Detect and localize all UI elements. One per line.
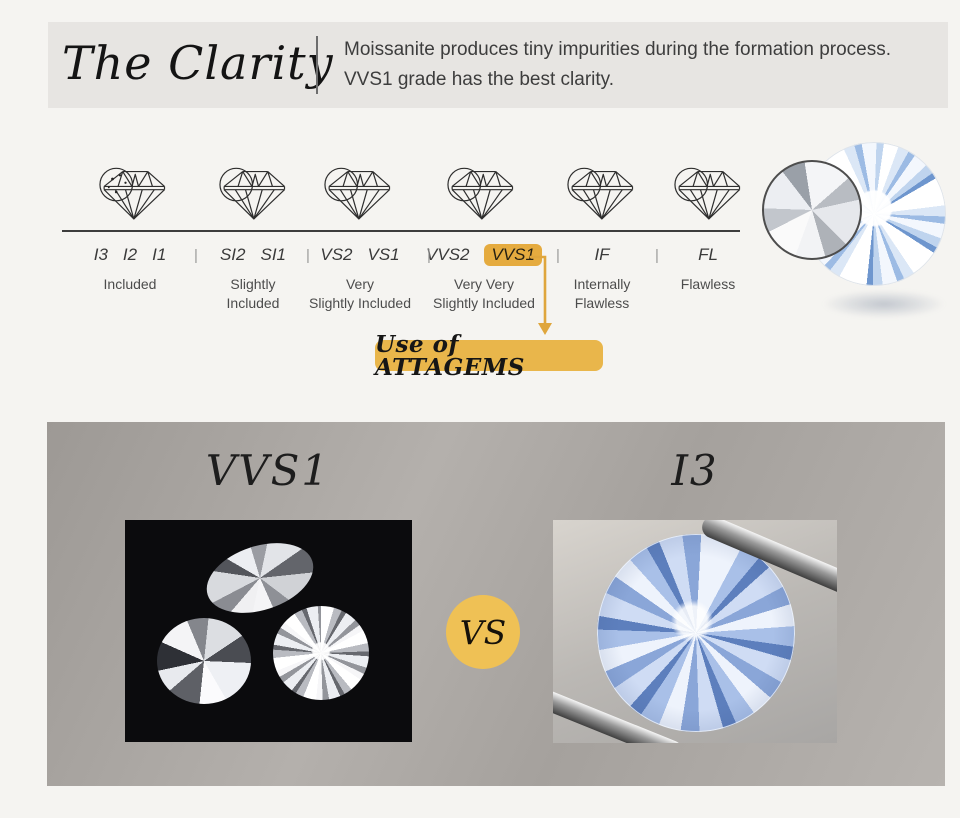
grade-sublabel: Very Very	[454, 276, 514, 292]
grade-label: I2	[122, 245, 138, 264]
grade-sublabel: Internally	[573, 276, 631, 292]
left-title: VVS1	[205, 446, 331, 495]
left-gem-image	[157, 618, 251, 704]
scale-separator: |	[306, 247, 310, 264]
brand-callout-label: Use of ATTAGEMS	[375, 330, 525, 381]
scale-separator: |	[427, 247, 431, 264]
grade-sublabel: Slightly Included	[309, 295, 411, 311]
inclusion-dots	[107, 174, 127, 194]
vs-label: VS	[459, 612, 507, 652]
scale-separator: |	[194, 247, 198, 264]
hero-diamond-photo	[756, 130, 956, 330]
grade-group-very-slightly-included: VS2 VS1 Very Slightly Included	[309, 244, 411, 313]
diamond-loupe-icon-fl	[674, 167, 741, 220]
comparison-panel: VVS1 I3 VS	[47, 422, 945, 786]
grade-label: VS1	[367, 245, 400, 264]
header-divider	[316, 36, 318, 94]
right-gem-image	[273, 606, 369, 700]
grade-sublabel: Flawless	[680, 276, 736, 292]
grade-group-included: I3 I2 I1 Included	[94, 244, 167, 294]
callout-arrow	[530, 255, 552, 335]
grade-sublabel: Included	[103, 276, 157, 292]
brand-callout-badge: Use of ATTAGEMS	[375, 333, 603, 379]
grade-group-slightly-included: SI2 SI1 Slightly Included	[220, 244, 286, 313]
grade-group-flawless: FL Flawless	[681, 244, 735, 294]
vs-badge: VS	[446, 595, 520, 669]
diamond-reflection	[822, 290, 946, 318]
right-title: I3	[671, 446, 719, 495]
grade-label: FL	[698, 245, 718, 264]
included-diamond-image	[597, 534, 795, 732]
grade-sublabel: Included	[226, 295, 280, 311]
scale-line	[62, 230, 740, 232]
diamond-loupe-icon-i3	[99, 167, 166, 220]
grade-label-highlighted: VVS1	[484, 244, 542, 266]
diamond-loupe-icon-si	[219, 167, 286, 220]
grade-label: I1	[152, 245, 167, 264]
grade-label: VS2	[320, 245, 353, 264]
magnifier-circle-icon	[762, 160, 862, 260]
grade-label: SI2	[219, 245, 246, 264]
diamond-loupe-icon-if	[567, 167, 634, 220]
grade-group-internally-flawless: IF Internally Flawless	[574, 244, 631, 313]
grade-sublabel: Slightly	[230, 276, 276, 292]
grade-label: I3	[93, 245, 108, 264]
grade-label: IF	[594, 245, 610, 264]
scale-separator: |	[655, 247, 659, 264]
grade-sublabel: Slightly Included	[433, 295, 535, 311]
grade-sublabel: Flawless	[574, 295, 630, 311]
header-description: Moissanite produces tiny impurities duri…	[344, 38, 892, 90]
header-band: The Clarity Moissanite produces tiny imp…	[48, 22, 948, 108]
grade-label: VVS2	[426, 245, 470, 264]
vvs1-gems-photo	[125, 520, 412, 742]
diamond-loupe-icon-vvs	[447, 167, 514, 220]
grade-label: SI1	[260, 245, 287, 264]
grade-sublabel: Very	[345, 276, 375, 292]
diamond-loupe-icon-vs	[324, 167, 391, 220]
grade-group-very-very-slightly-included: VVS2 VVS1 Very Very Slightly Included	[426, 244, 542, 313]
scale-separator: |	[556, 247, 560, 264]
page-title: The Clarity	[62, 36, 334, 91]
i3-diamond-photo	[553, 520, 837, 743]
